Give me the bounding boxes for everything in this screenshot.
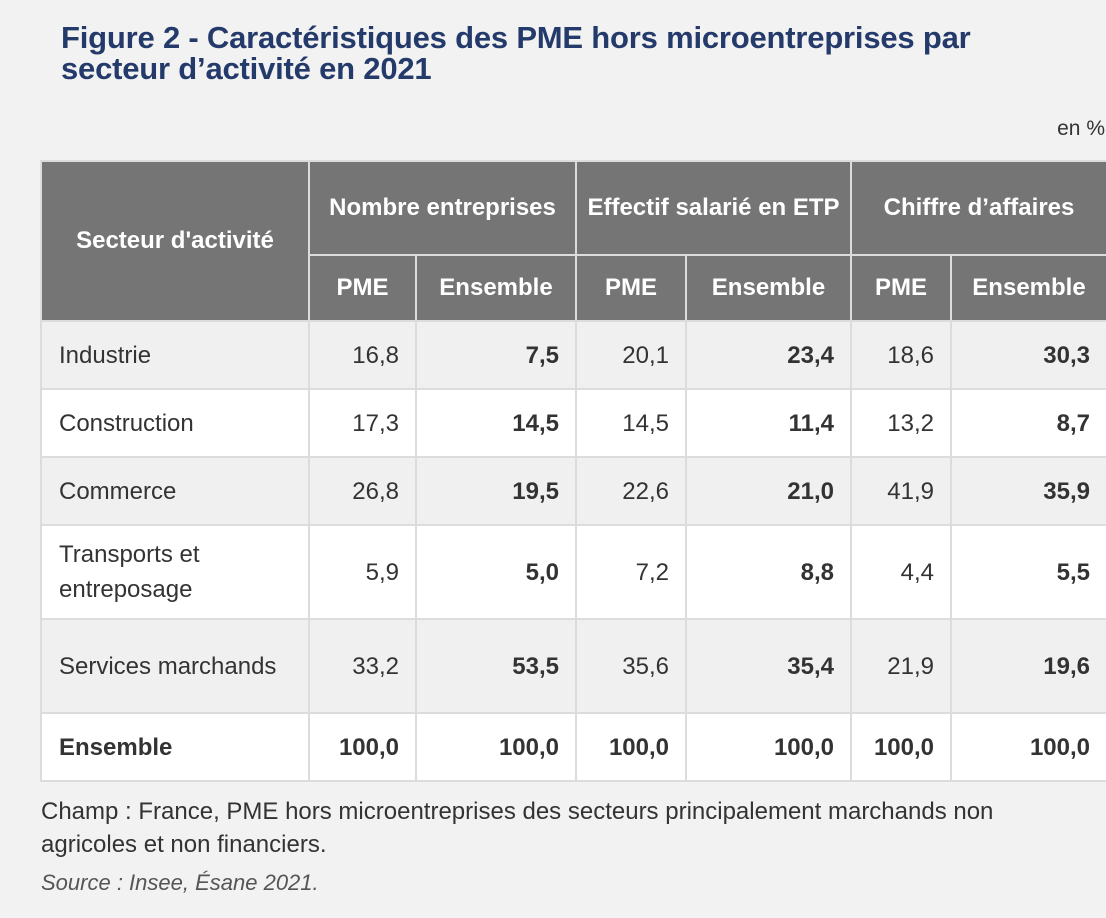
cell-value: 21,0 bbox=[685, 456, 852, 526]
cell-value: 33,2 bbox=[308, 618, 417, 714]
subheader-pme: PME bbox=[308, 254, 417, 322]
cell-value: 7,5 bbox=[415, 320, 577, 390]
header-group-effectif: Effectif salarié en ETP bbox=[575, 160, 852, 256]
cell-value: 11,4 bbox=[685, 388, 852, 458]
subheader-pme: PME bbox=[575, 254, 687, 322]
table-row: Services marchands 33,2 53,5 35,6 35,4 2… bbox=[40, 618, 1106, 714]
cell-value: 22,6 bbox=[575, 456, 687, 526]
row-sector: Ensemble bbox=[40, 712, 310, 782]
cell-value: 100,0 bbox=[415, 712, 577, 782]
source-note: Source : Insee, Ésane 2021. bbox=[41, 870, 319, 895]
table-row: Construction 17,3 14,5 14,5 11,4 13,2 8,… bbox=[40, 388, 1106, 458]
cell-value: 13,2 bbox=[850, 388, 952, 458]
table-row: Industrie 16,8 7,5 20,1 23,4 18,6 30,3 bbox=[40, 320, 1106, 390]
subheader-ensemble: Ensemble bbox=[950, 254, 1106, 322]
subheader-ensemble: Ensemble bbox=[415, 254, 577, 322]
table-row-total: Ensemble 100,0 100,0 100,0 100,0 100,0 1… bbox=[40, 712, 1106, 782]
cell-value: 5,0 bbox=[415, 524, 577, 620]
cell-value: 35,6 bbox=[575, 618, 687, 714]
cell-value: 18,6 bbox=[850, 320, 952, 390]
cell-value: 26,8 bbox=[308, 456, 417, 526]
cell-value: 14,5 bbox=[415, 388, 577, 458]
cell-value: 21,9 bbox=[850, 618, 952, 714]
cell-value: 53,5 bbox=[415, 618, 577, 714]
cell-value: 5,5 bbox=[950, 524, 1106, 620]
row-sector: Construction bbox=[40, 388, 310, 458]
data-table: Secteur d'activité Nombre entreprises Ef… bbox=[40, 160, 1106, 782]
header-sector: Secteur d'activité bbox=[40, 160, 310, 322]
cell-value: 7,2 bbox=[575, 524, 687, 620]
cell-value: 35,4 bbox=[685, 618, 852, 714]
cell-value: 20,1 bbox=[575, 320, 687, 390]
cell-value: 41,9 bbox=[850, 456, 952, 526]
row-sector: Commerce bbox=[40, 456, 310, 526]
cell-value: 35,9 bbox=[950, 456, 1106, 526]
cell-value: 100,0 bbox=[950, 712, 1106, 782]
header-group-nombre: Nombre entreprises bbox=[308, 160, 577, 256]
table-row: Commerce 26,8 19,5 22,6 21,0 41,9 35,9 bbox=[40, 456, 1106, 526]
subheader-ensemble: Ensemble bbox=[685, 254, 852, 322]
scope-note: Champ : France, PME hors microentreprise… bbox=[41, 798, 994, 858]
cell-value: 23,4 bbox=[685, 320, 852, 390]
subheader-pme: PME bbox=[850, 254, 952, 322]
cell-value: 5,9 bbox=[308, 524, 417, 620]
cell-value: 16,8 bbox=[308, 320, 417, 390]
cell-value: 19,5 bbox=[415, 456, 577, 526]
cell-value: 4,4 bbox=[850, 524, 952, 620]
cell-value: 17,3 bbox=[308, 388, 417, 458]
table-row: Transports et entreposage 5,9 5,0 7,2 8,… bbox=[40, 524, 1106, 620]
row-sector: Services marchands bbox=[40, 618, 310, 714]
figure-title: Figure 2 - Caractéristiques des PME hors… bbox=[61, 20, 971, 86]
header-group-chiffre: Chiffre d’affaires bbox=[850, 160, 1106, 256]
row-sector: Transports et entreposage bbox=[40, 524, 310, 620]
row-sector: Industrie bbox=[40, 320, 310, 390]
cell-value: 8,8 bbox=[685, 524, 852, 620]
cell-value: 100,0 bbox=[575, 712, 687, 782]
unit-label: en % bbox=[1057, 117, 1105, 140]
cell-value: 30,3 bbox=[950, 320, 1106, 390]
cell-value: 19,6 bbox=[950, 618, 1106, 714]
cell-value: 100,0 bbox=[308, 712, 417, 782]
cell-value: 8,7 bbox=[950, 388, 1106, 458]
cell-value: 100,0 bbox=[850, 712, 952, 782]
cell-value: 100,0 bbox=[685, 712, 852, 782]
cell-value: 14,5 bbox=[575, 388, 687, 458]
